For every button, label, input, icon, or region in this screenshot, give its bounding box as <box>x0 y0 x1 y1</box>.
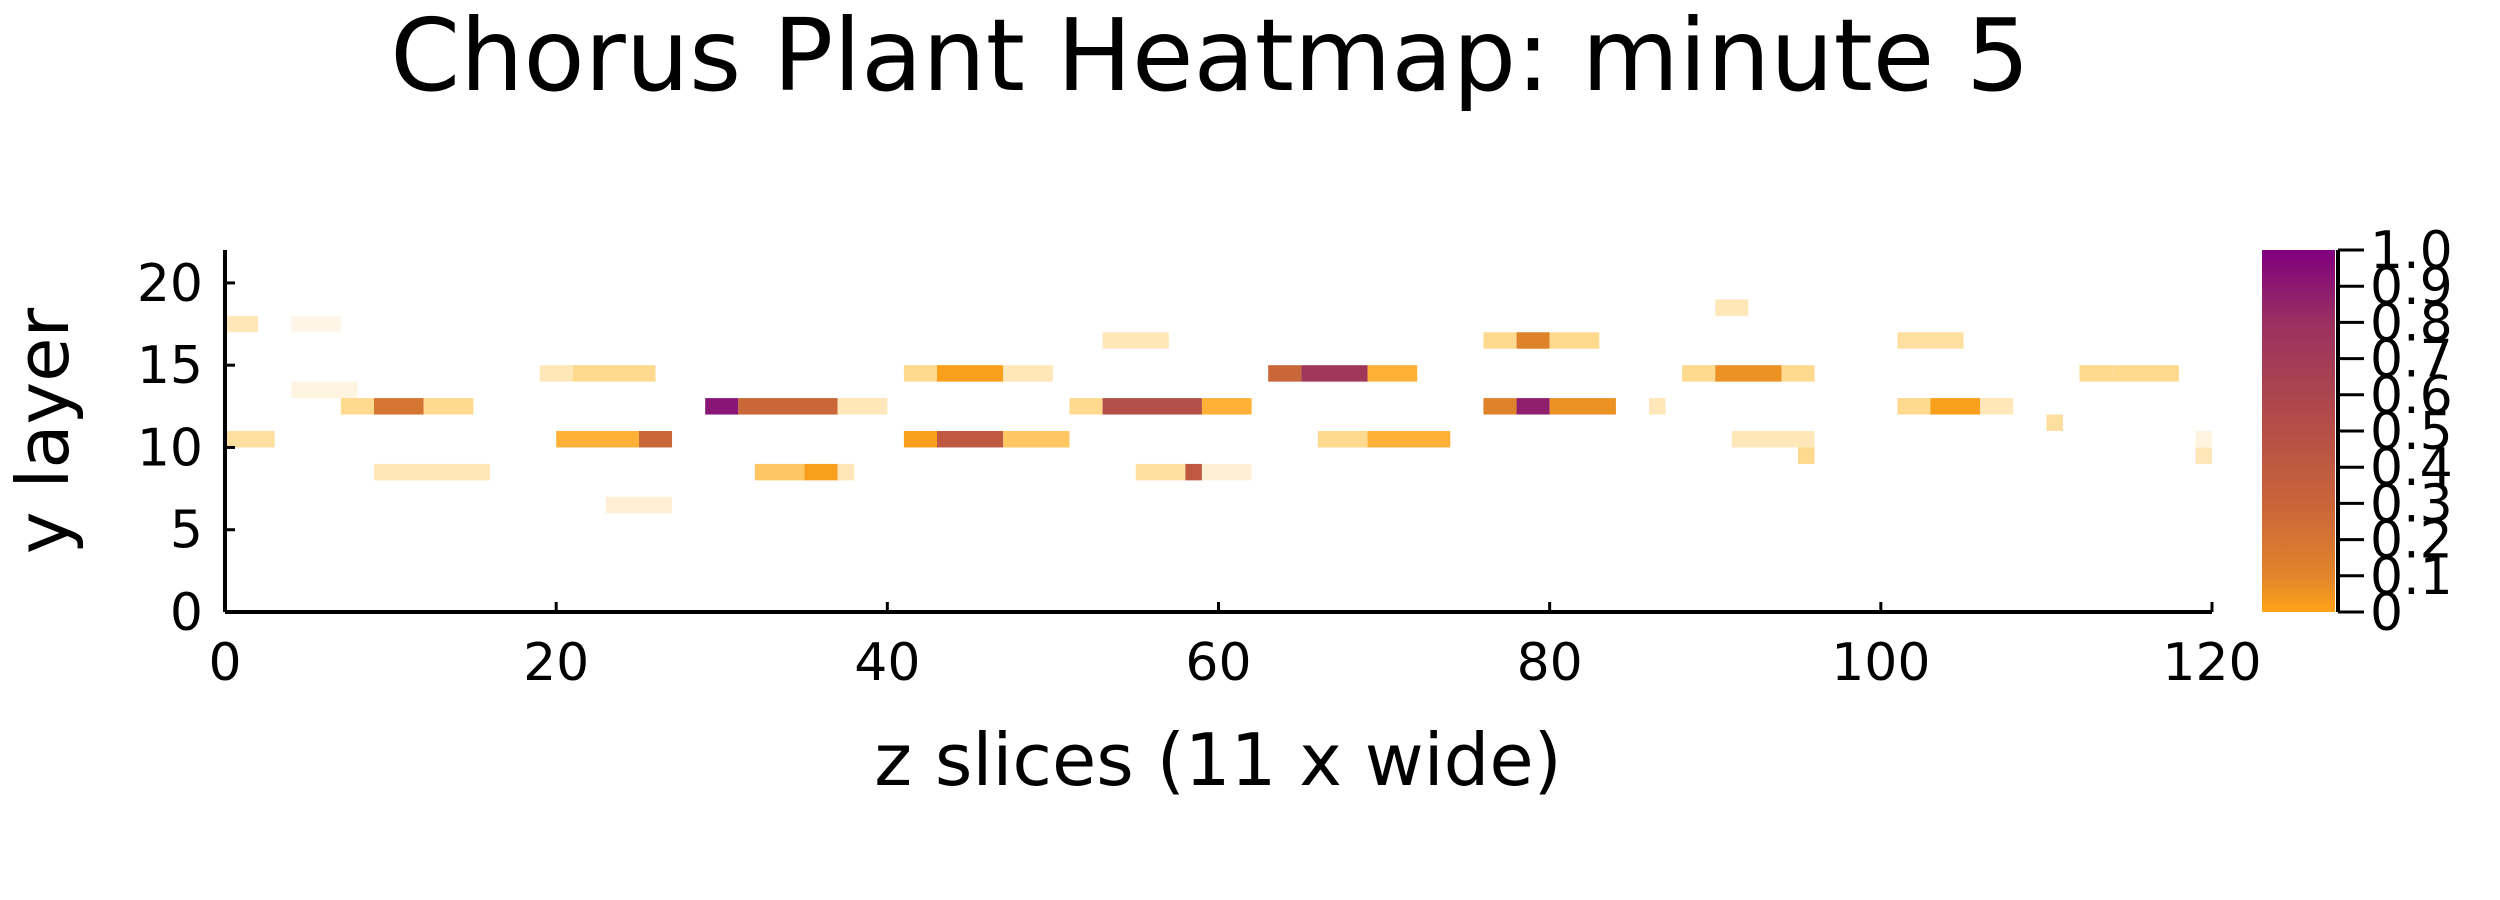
heatmap-cell <box>1516 332 1550 349</box>
heatmap-cell <box>291 381 358 399</box>
heatmap-cell <box>1185 463 1202 481</box>
heatmap-cell <box>1201 463 1252 481</box>
heatmap-cell <box>374 398 424 415</box>
heatmap-cell <box>837 398 888 415</box>
heatmap-cell <box>1897 398 1931 415</box>
heatmap-cell <box>2195 431 2212 448</box>
heatmap-cell <box>1483 332 1517 349</box>
heatmap-cell <box>1897 332 1964 349</box>
heatmap-cell <box>1649 398 1666 415</box>
x-ticks: 0 20 40 60 80 100 120 <box>208 602 2262 693</box>
colorbar-tick-label: 1.0 <box>2370 221 2453 281</box>
axes <box>223 250 2212 614</box>
colorbar-tick-label: 0 <box>2370 583 2403 643</box>
y-tick-label: 5 <box>170 501 203 561</box>
heatmap-cell <box>1367 431 1451 448</box>
heatmap-cell <box>2195 447 2212 464</box>
heatmap-cell <box>1715 299 1749 316</box>
colorbar-tick-label: 0.6 <box>2370 366 2453 426</box>
y-axis-label: y layer <box>1 308 85 555</box>
heatmap-cell <box>605 496 673 514</box>
heatmap-cell <box>1516 398 1550 415</box>
heatmap-cell <box>1715 365 1782 382</box>
y-tick-label: 0 <box>170 583 203 643</box>
heatmap-cell <box>291 315 341 333</box>
heatmap-cell <box>903 365 938 382</box>
colorbar-tick-label: 0.4 <box>2370 438 2453 498</box>
heatmap-cells <box>225 299 2212 514</box>
colorbar-tick-label: 0.1 <box>2370 547 2453 607</box>
heatmap-cell <box>1003 431 1070 448</box>
heatmap-cell <box>1201 398 1252 415</box>
heatmap-cell <box>937 365 1004 382</box>
heatmap-cell <box>2112 365 2179 382</box>
colorbar-tick-label: 0.3 <box>2370 474 2453 534</box>
x-axis-label: z slices (11 x wide) <box>874 718 1562 802</box>
heatmap-cell <box>225 431 275 448</box>
y-tick-label: 20 <box>137 254 203 314</box>
y-tick-label: 10 <box>137 418 203 478</box>
heatmap-cell <box>1980 398 2014 415</box>
heatmap-cell <box>572 365 656 382</box>
x-tick-label: 80 <box>1517 633 1583 693</box>
heatmap-cell <box>804 463 838 481</box>
x-tick-label: 40 <box>854 633 920 693</box>
x-tick-label: 60 <box>1185 633 1251 693</box>
x-tick-label: 0 <box>208 633 241 693</box>
y-tick-label: 15 <box>137 336 203 396</box>
heatmap-cell <box>423 398 474 415</box>
heatmap-cell <box>2079 365 2113 382</box>
chart-title: Chorus Plant Heatmap: minute 5 <box>390 0 2029 114</box>
heatmap-cell <box>1483 398 1517 415</box>
colorbar-gradient <box>2262 250 2335 612</box>
heatmap-cell <box>1102 398 1202 415</box>
colorbar-tick-label: 0.5 <box>2370 402 2453 462</box>
heatmap-cell <box>539 365 573 382</box>
colorbar-ticks: 00.10.20.30.40.50.60.70.80.91.0 <box>2338 221 2453 643</box>
heatmap-cell <box>1682 365 1716 382</box>
heatmap-cell <box>738 398 838 415</box>
heatmap-cell <box>1003 365 1053 382</box>
heatmap-cell <box>1317 431 1368 448</box>
heatmap-cell <box>638 431 673 448</box>
heatmap-cell <box>340 398 375 415</box>
x-tick-label: 20 <box>523 633 589 693</box>
heatmap-cell <box>556 431 639 448</box>
heatmap-cell <box>837 463 855 481</box>
heatmap-cell <box>1367 365 1418 382</box>
x-tick-label: 120 <box>2162 633 2261 693</box>
heatmap-cell <box>374 463 490 481</box>
colorbar: 00.10.20.30.40.50.60.70.80.91.0 <box>2262 221 2453 643</box>
colorbar-tick-label: 0.7 <box>2370 330 2453 390</box>
heatmap-cell <box>754 463 805 481</box>
heatmap-cell <box>1135 463 1186 481</box>
heatmap-cell <box>1781 365 1815 382</box>
colorbar-tick-label: 0.8 <box>2370 293 2453 353</box>
heatmap-cell <box>1301 365 1368 382</box>
heatmap-cell <box>2046 414 2063 431</box>
heatmap-cell <box>1930 398 1981 415</box>
heatmap-cell <box>1268 365 1302 382</box>
x-tick-label: 100 <box>1831 633 1930 693</box>
heatmap-cell <box>937 431 1004 448</box>
heatmap-cell <box>705 398 739 415</box>
heatmap-cell <box>1069 398 1103 415</box>
heatmap-cell <box>1549 332 1600 349</box>
y-ticks: 0 5 10 15 20 <box>137 254 235 643</box>
colorbar-tick-label: 0.9 <box>2370 257 2453 317</box>
colorbar-tick-label: 0.2 <box>2370 511 2453 571</box>
heatmap-cell <box>1102 332 1169 349</box>
heatmap-cell <box>225 315 259 333</box>
heatmap-cell <box>1731 431 1815 448</box>
heatmap-cell <box>903 431 938 448</box>
heatmap-cell <box>1549 398 1616 415</box>
heatmap-cell <box>1798 447 1815 464</box>
